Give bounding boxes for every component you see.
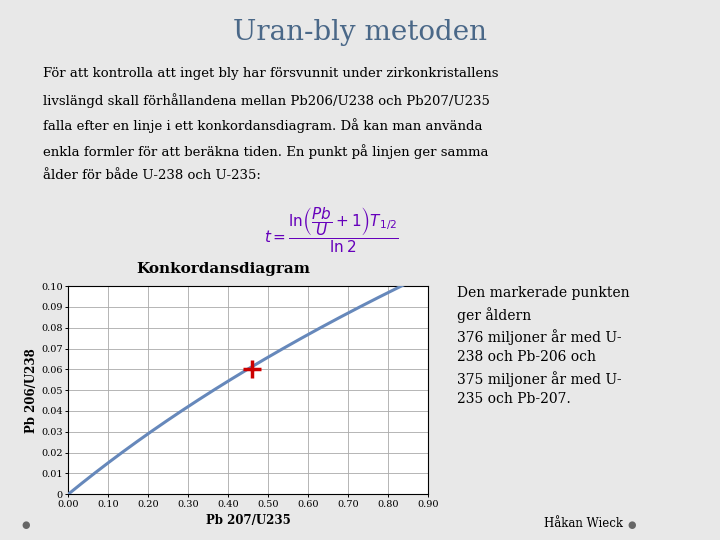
Text: ålder för både U-238 och U-235:: ålder för både U-238 och U-235: [43, 169, 261, 182]
Y-axis label: Pb 206/U238: Pb 206/U238 [25, 348, 38, 433]
X-axis label: Pb 207/U235: Pb 207/U235 [206, 514, 291, 527]
Text: Den markerade punkten
ger åldern
376 miljoner år med U-
238 och Pb-206 och
375 m: Den markerade punkten ger åldern 376 mil… [457, 286, 630, 406]
Text: enkla formler för att beräkna tiden. En punkt på linjen ger samma: enkla formler för att beräkna tiden. En … [43, 144, 489, 159]
Text: Håkan Wieck: Håkan Wieck [544, 517, 623, 530]
Text: ●: ● [628, 520, 636, 530]
Text: Konkordansdiagram: Konkordansdiagram [136, 262, 310, 276]
Text: Uran-bly metoden: Uran-bly metoden [233, 19, 487, 46]
Text: falla efter en linje i ett konkordansdiagram. Då kan man använda: falla efter en linje i ett konkordansdia… [43, 118, 482, 133]
Text: $t = \dfrac{\ln\!\left(\dfrac{Pb}{U}+1\right)T_{1/2}}{\ln 2}$: $t = \dfrac{\ln\!\left(\dfrac{Pb}{U}+1\r… [264, 205, 398, 255]
Text: ●: ● [22, 520, 30, 530]
Text: livslängd skall förhållandena mellan Pb206/U238 och Pb207/U235: livslängd skall förhållandena mellan Pb2… [43, 93, 490, 108]
Text: För att kontrolla att inget bly har försvunnit under zirkonkristallens: För att kontrolla att inget bly har förs… [43, 68, 499, 80]
